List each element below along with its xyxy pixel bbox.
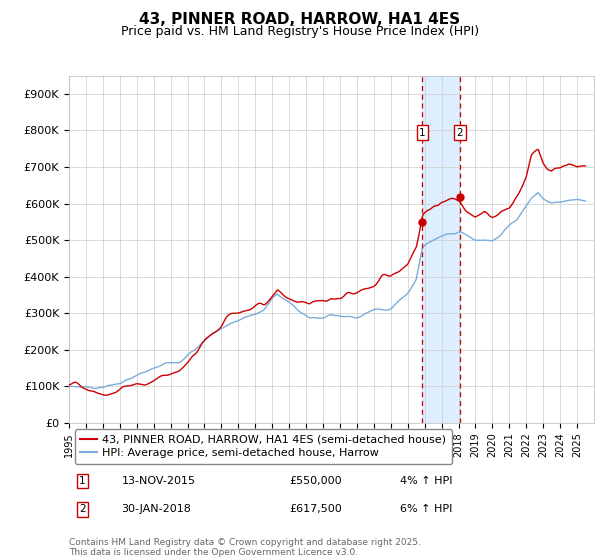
Text: £550,000: £550,000 (290, 476, 342, 486)
Text: Contains HM Land Registry data © Crown copyright and database right 2025.
This d: Contains HM Land Registry data © Crown c… (69, 538, 421, 557)
Text: 4% ↑ HPI: 4% ↑ HPI (400, 476, 452, 486)
Text: 30-JAN-2018: 30-JAN-2018 (121, 505, 191, 515)
Bar (422, 76, 460, 423)
Text: 2: 2 (79, 505, 85, 515)
Text: 6% ↑ HPI: 6% ↑ HPI (400, 505, 452, 515)
Text: 1: 1 (79, 476, 85, 486)
Text: 13-NOV-2015: 13-NOV-2015 (121, 476, 196, 486)
Text: Price paid vs. HM Land Registry's House Price Index (HPI): Price paid vs. HM Land Registry's House … (121, 25, 479, 38)
Legend: 43, PINNER ROAD, HARROW, HA1 4ES (semi-detached house), HPI: Average price, semi: 43, PINNER ROAD, HARROW, HA1 4ES (semi-d… (74, 430, 452, 464)
Text: 1: 1 (419, 128, 426, 138)
Text: 2: 2 (457, 128, 463, 138)
Text: £617,500: £617,500 (290, 505, 342, 515)
Text: 43, PINNER ROAD, HARROW, HA1 4ES: 43, PINNER ROAD, HARROW, HA1 4ES (139, 12, 461, 27)
